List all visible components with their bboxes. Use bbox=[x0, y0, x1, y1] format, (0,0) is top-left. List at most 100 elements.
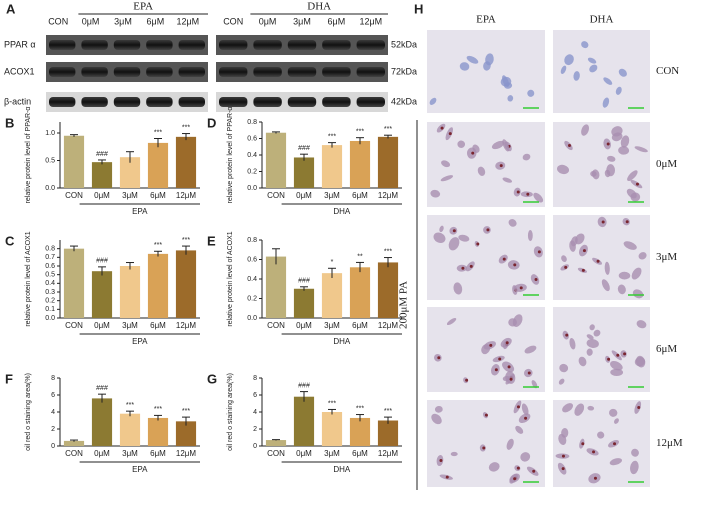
bar bbox=[349, 140, 371, 188]
cell bbox=[615, 86, 622, 95]
group-label: EPA bbox=[133, 1, 153, 13]
cell bbox=[601, 279, 610, 292]
significance: *** bbox=[126, 402, 134, 409]
bar bbox=[321, 273, 343, 318]
cell bbox=[631, 267, 642, 280]
y-tick-label: 0.5 bbox=[45, 157, 55, 164]
cell bbox=[618, 146, 630, 155]
cell bbox=[562, 403, 573, 413]
blot-band bbox=[113, 40, 141, 50]
cell bbox=[604, 261, 610, 275]
blot-band bbox=[356, 97, 385, 107]
lipid-droplet bbox=[513, 477, 517, 481]
bar bbox=[63, 248, 85, 318]
y-tick-label: 2 bbox=[253, 426, 257, 433]
cell bbox=[446, 318, 457, 326]
bar bbox=[147, 417, 169, 446]
cell bbox=[477, 166, 486, 176]
significance: *** bbox=[182, 408, 190, 415]
cell bbox=[448, 237, 460, 251]
lipid-droplet bbox=[519, 286, 523, 290]
cell bbox=[618, 271, 631, 280]
lipid-droplet bbox=[613, 442, 617, 446]
cell bbox=[560, 65, 567, 75]
lipid-droplet bbox=[564, 265, 568, 269]
row-label: ACOX1 bbox=[4, 66, 35, 76]
micrograph bbox=[427, 30, 545, 113]
cell bbox=[636, 320, 647, 329]
y-axis-label: relative protein level of ACOX1 bbox=[25, 231, 32, 326]
cell bbox=[531, 380, 538, 389]
lipid-droplet bbox=[502, 257, 506, 261]
group-label: EPA bbox=[132, 465, 148, 474]
x-tick-label: CON bbox=[65, 321, 83, 330]
lane-label: CON bbox=[223, 16, 243, 26]
cell bbox=[581, 41, 589, 49]
cell bbox=[520, 452, 531, 462]
lipid-droplet bbox=[581, 268, 585, 272]
cell bbox=[434, 405, 443, 413]
lipid-droplet bbox=[527, 371, 531, 375]
cell bbox=[635, 355, 646, 368]
significance: *** bbox=[328, 133, 336, 140]
cell bbox=[602, 97, 610, 108]
y-tick-label: 0.7 bbox=[45, 254, 55, 261]
blot-band bbox=[49, 97, 76, 107]
cell bbox=[611, 126, 623, 137]
significance: ### bbox=[96, 258, 108, 265]
cell bbox=[620, 135, 630, 148]
y-tick-label: 0.4 bbox=[247, 152, 257, 159]
x-tick-label: 6μM bbox=[150, 321, 166, 330]
cell bbox=[500, 76, 512, 87]
bar bbox=[119, 266, 141, 318]
y-tick-label: 8 bbox=[253, 375, 257, 382]
lipid-droplet bbox=[596, 259, 600, 263]
blot-band bbox=[253, 40, 282, 50]
significance: ### bbox=[298, 382, 310, 389]
lipid-droplet bbox=[606, 142, 610, 146]
size-label: 72kDa bbox=[391, 66, 417, 76]
bar bbox=[349, 417, 371, 446]
lipid-droplet bbox=[486, 228, 490, 232]
bar bbox=[377, 136, 399, 188]
lipid-droplet bbox=[561, 454, 565, 458]
bar bbox=[293, 157, 315, 188]
cell bbox=[590, 171, 597, 177]
x-tick-label: 0μM bbox=[296, 191, 312, 200]
cell bbox=[502, 177, 513, 183]
significance: *** bbox=[356, 405, 364, 412]
lipid-droplet bbox=[448, 132, 452, 136]
cell bbox=[561, 255, 567, 263]
panel-label: F bbox=[5, 371, 13, 386]
lipid-droplet bbox=[461, 266, 465, 270]
x-tick-label: 12μM bbox=[378, 449, 399, 458]
lipid-droplet bbox=[445, 475, 449, 479]
lipid-droplet bbox=[532, 469, 536, 473]
y-tick-label: 0.2 bbox=[247, 168, 257, 175]
x-tick-label: 0μM bbox=[94, 191, 110, 200]
significance: ### bbox=[298, 145, 310, 152]
y-tick-label: 6 bbox=[51, 392, 55, 399]
group-label: EPA bbox=[132, 207, 148, 216]
lipid-droplet bbox=[439, 458, 443, 462]
y-tick-label: 0.6 bbox=[247, 135, 257, 142]
blot-band bbox=[178, 67, 205, 77]
y-axis-label: relative protein level of PPAR-α bbox=[227, 107, 234, 204]
bar bbox=[293, 396, 315, 446]
y-tick-label: 0.2 bbox=[247, 295, 257, 302]
cell bbox=[607, 155, 616, 162]
blot-band bbox=[146, 97, 173, 107]
y-tick-label: 0.6 bbox=[45, 263, 55, 270]
significance: ** bbox=[357, 253, 363, 260]
column-label: DHA bbox=[590, 14, 614, 26]
y-tick-label: 8 bbox=[51, 375, 55, 382]
cell bbox=[483, 61, 491, 71]
cell bbox=[430, 189, 441, 198]
x-tick-label: 6μM bbox=[352, 449, 368, 458]
blot-band bbox=[146, 67, 173, 77]
x-tick-label: CON bbox=[65, 191, 83, 200]
y-tick-label: 1.0 bbox=[45, 130, 55, 137]
micrograph bbox=[553, 30, 650, 113]
significance: *** bbox=[154, 129, 162, 136]
cell bbox=[458, 234, 470, 242]
